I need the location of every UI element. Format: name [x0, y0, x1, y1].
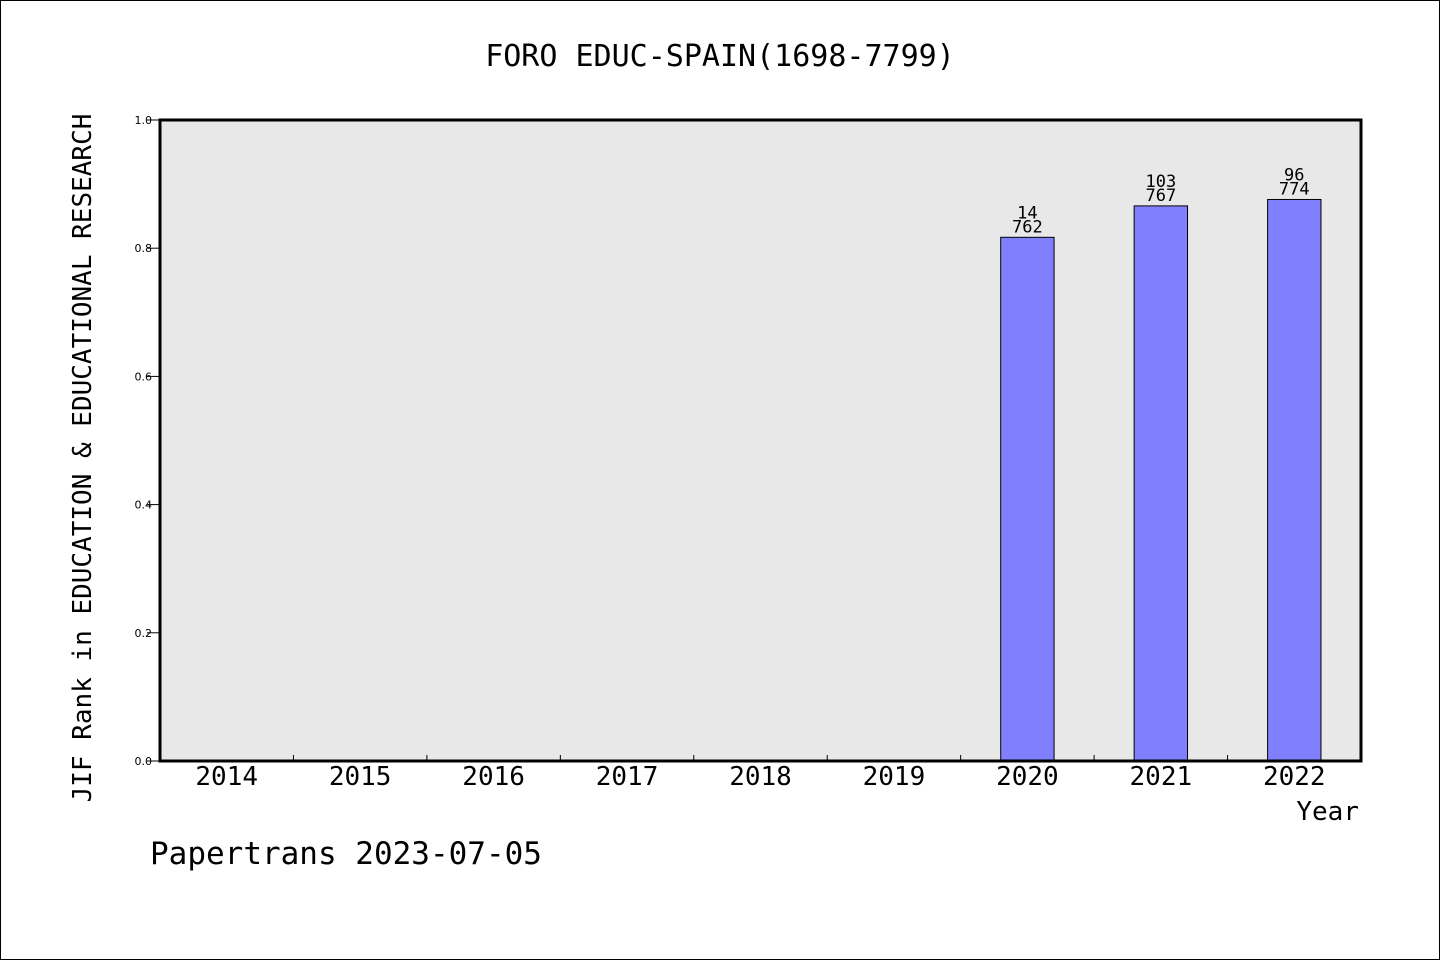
bar-2020 [1000, 236, 1055, 762]
y-axis-label: JIF Rank in EDUCATION & EDUCATIONAL RESE… [68, 114, 98, 803]
x-axis-label: Year [1296, 797, 1359, 827]
y-tick-label: 0.4 [135, 499, 153, 512]
y-tick-label: 1.0 [135, 114, 153, 127]
tick-layer: 0.0 0.2 0.4 0.6 0.8 1.0 2014 2015 2016 2017 2018 20… [135, 114, 1326, 792]
bar-total-label: 762 [1012, 217, 1043, 237]
y-tick-label: 0.2 [135, 627, 153, 640]
bar-rank-label: 96 [1284, 165, 1304, 185]
x-tick-label: 2017 [596, 762, 659, 792]
chart-title: FORO EDUC-SPAIN(1698-7799) [485, 39, 955, 74]
x-tick-label: 2021 [1130, 762, 1193, 792]
x-tick-label: 2018 [729, 762, 792, 792]
bar-total-label: 774 [1279, 179, 1310, 199]
bar-rank-label: 103 [1145, 172, 1176, 192]
y-tick-label: 0.6 [135, 370, 153, 383]
footer-credit: Papertrans 2023-07-05 [150, 836, 542, 872]
x-tick-label: 2020 [996, 762, 1059, 792]
y-tick-label: 0.8 [135, 242, 153, 255]
x-tick-label: 2019 [863, 762, 926, 792]
bar-rank-label: 14 [1017, 203, 1037, 223]
plot-border [158, 118, 1363, 763]
y-tick-label: 0.0 [135, 755, 153, 768]
x-tick-label: 2022 [1263, 762, 1326, 792]
x-tick-label: 2014 [195, 762, 258, 792]
x-tick-label: 2015 [329, 762, 392, 792]
bar-total-label: 767 [1145, 186, 1176, 206]
x-tick-label: 2016 [462, 762, 525, 792]
bar-2022 [1267, 198, 1322, 762]
bar-2021 [1133, 205, 1189, 762]
